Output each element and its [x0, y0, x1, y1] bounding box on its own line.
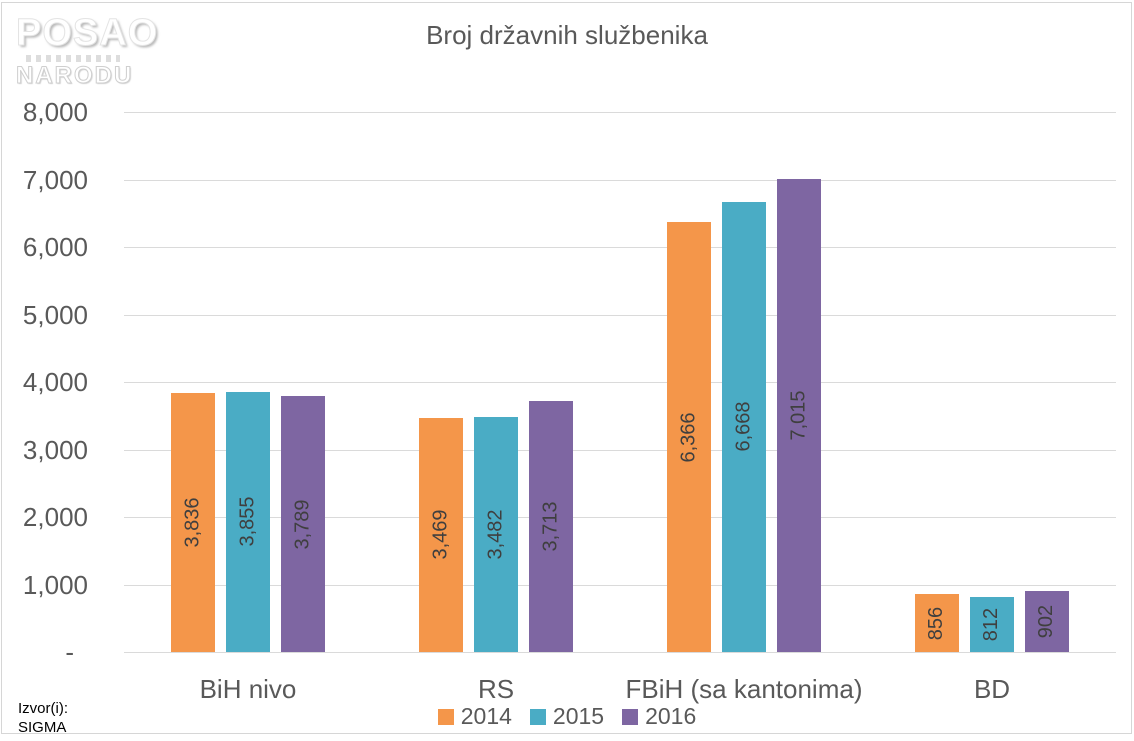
gridline [124, 449, 1116, 451]
gridline [124, 314, 1116, 316]
legend-item-2015: 2015 [529, 703, 605, 730]
bar-data-label: 812 [980, 607, 1003, 642]
legend-item-2014: 2014 [437, 703, 512, 730]
chart-title: Broj državnih službenika [426, 20, 708, 50]
legend-label: 2016 [645, 703, 697, 729]
bar-2014-FBiH (sa kantonima): 6,366 [667, 222, 711, 652]
source-name: SIGMA [18, 719, 67, 736]
bar-data-label: 3,482 [484, 509, 507, 560]
posao-narodu-logo: POSAO NARODU [16, 12, 159, 89]
gridline [124, 652, 1116, 653]
logo-text-posao: POSAO [16, 12, 159, 55]
y-tick-label: 7,000 [22, 164, 88, 195]
legend: 2014 2015 2016 [0, 703, 1134, 730]
y-tick-label: 4,000 [22, 367, 88, 397]
bar-data-label: 3,789 [291, 499, 314, 550]
bar-data-label: 3,469 [429, 509, 452, 560]
bar-data-label: 7,015 [787, 390, 810, 441]
gridline [124, 517, 1116, 518]
bar-2015-BiH nivo: 3,855 [226, 391, 270, 652]
logo-dots-divider [26, 55, 120, 62]
bar-2016-BD: 902 [1025, 591, 1069, 652]
bar-data-label: 3,855 [236, 496, 259, 547]
bar-data-label: 902 [1035, 604, 1058, 639]
y-tick-label: 1,000 [22, 569, 88, 600]
gridline [124, 247, 1116, 248]
y-tick-label: 2,000 [22, 502, 88, 532]
y-tick-label: 8,000 [22, 97, 88, 127]
legend-label: 2015 [552, 703, 605, 729]
bar-data-label: 6,366 [677, 412, 700, 463]
y-tick-label: - [65, 637, 74, 667]
bar-2016-RS: 3,713 [529, 401, 573, 652]
source-caption: Izvor(i): SIGMA [18, 699, 68, 737]
bar-2014-BD: 856 [915, 594, 959, 652]
plot-area: 3,836 3,855 3,789 3,469 3,482 3,713 6,366 6,668… [124, 112, 1116, 653]
gridline [124, 382, 1116, 383]
bar-2015-FBiH (sa kantonima): 6,668 [722, 201, 766, 652]
gridline [124, 179, 1116, 181]
gridline [124, 112, 1116, 113]
legend-label: 2014 [460, 703, 512, 729]
bar-data-label: 6,668 [732, 401, 755, 452]
legend-swatch [529, 708, 546, 725]
gridline [124, 584, 1116, 586]
legend-swatch [622, 708, 639, 725]
bar-2016-BiH nivo: 3,789 [281, 396, 325, 652]
logo-text-narodu: NARODU [16, 62, 134, 89]
legend-item-2016: 2016 [622, 703, 696, 730]
bar-data-label: 3,713 [539, 501, 562, 552]
y-tick-label: 6,000 [22, 232, 88, 262]
x-category-label: RS [477, 674, 515, 704]
bar-data-label: 856 [925, 606, 948, 640]
x-category-label: FBiH (sa kantonima) [625, 674, 863, 704]
bar-2015-RS: 3,482 [474, 416, 518, 652]
bar-data-label: 3,836 [181, 497, 204, 548]
bar-2014-RS: 3,469 [419, 417, 463, 652]
bar-2014-BiH nivo: 3,836 [171, 393, 215, 652]
x-category-label: BiH nivo [199, 674, 297, 704]
x-category-label: BD [973, 674, 1011, 704]
y-tick-label: 5,000 [22, 299, 88, 330]
y-tick-label: 3,000 [22, 434, 88, 465]
bar-2016-FBiH (sa kantonima): 7,015 [777, 178, 821, 652]
legend-swatch [437, 708, 454, 725]
source-label: Izvor(i): [18, 700, 68, 717]
bar-2015-BD: 812 [970, 597, 1014, 652]
